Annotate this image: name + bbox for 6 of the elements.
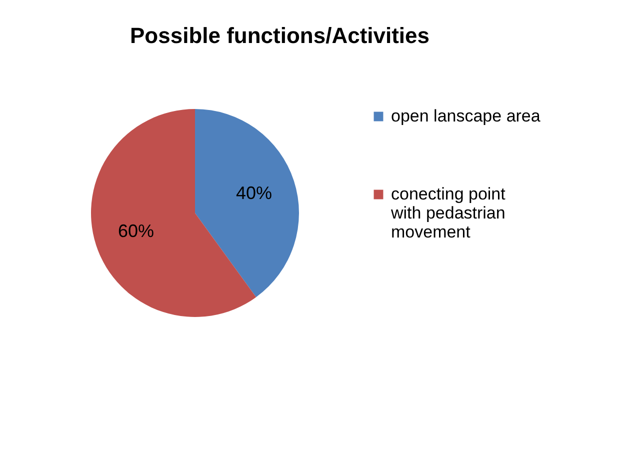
pie-slice	[195, 109, 299, 298]
data-label: 40%	[236, 182, 272, 203]
legend-label: open lanscape area	[391, 106, 541, 126]
legend-label: conecting point with pedastrian movement	[390, 184, 506, 242]
chart-title: Possible functions/Activities	[130, 23, 430, 48]
data-label: 60%	[118, 221, 154, 242]
